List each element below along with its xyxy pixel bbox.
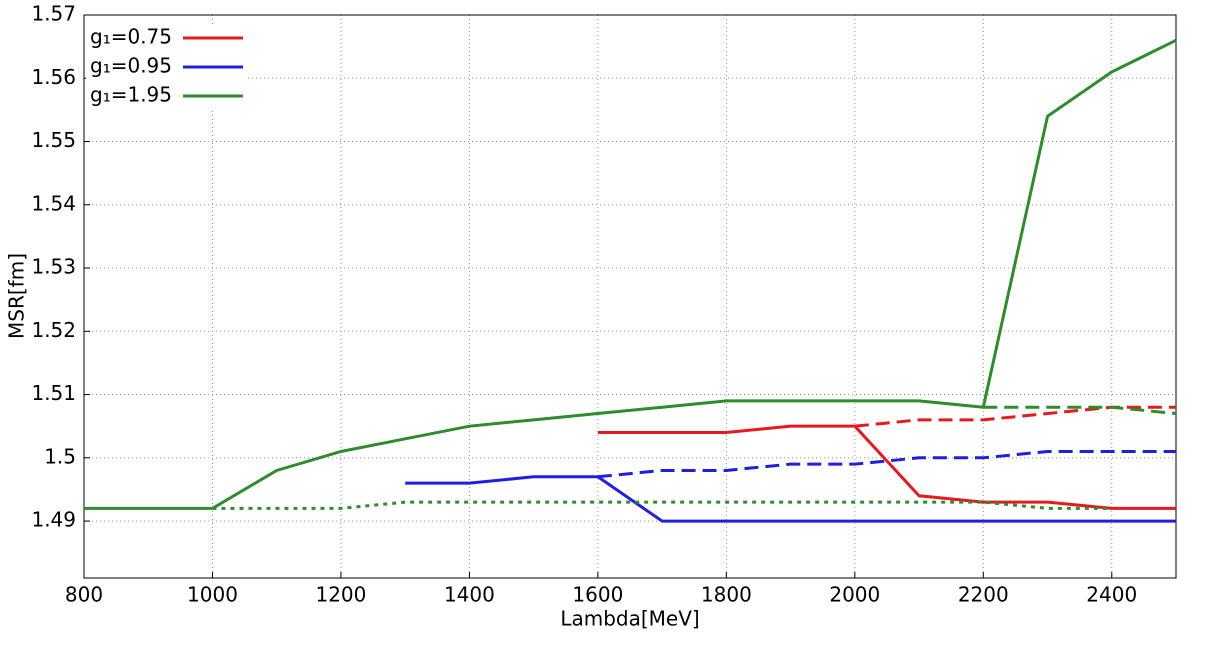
series-line: [212, 500, 1112, 510]
x-axis-label: Lambda[MeV]: [560, 607, 699, 631]
y-tick-label: 1.5: [44, 444, 76, 468]
x-tick-label: 2200: [958, 583, 1009, 607]
y-tick-label: 1.52: [31, 318, 76, 342]
series-line: [84, 38, 1177, 510]
x-tick-label: 1200: [315, 583, 366, 607]
x-tick-label: 1600: [572, 583, 623, 607]
y-tick-label: 1.49: [31, 508, 76, 532]
legend-label: g₁=0.95: [90, 54, 172, 78]
y-tick-label: 1.54: [31, 191, 76, 215]
x-tick-label: 2000: [829, 583, 880, 607]
plot-frame: [83, 14, 1177, 579]
series-line: [597, 449, 1176, 479]
series-line: [597, 424, 1176, 510]
series-line: [983, 405, 1177, 416]
series-line: [405, 475, 1176, 523]
y-tick-label: 1.51: [31, 381, 76, 405]
x-tick-label: 2400: [1086, 583, 1137, 607]
x-tick-label: 800: [65, 583, 103, 607]
series-line: [854, 405, 1176, 428]
legend-label: g₁=1.95: [90, 83, 172, 107]
y-tick-label: 1.56: [31, 65, 76, 89]
y-axis-label: MSR[fm]: [5, 253, 29, 339]
y-tick-label: 1.57: [31, 2, 76, 26]
y-tick-label: 1.53: [31, 255, 76, 279]
x-tick-label: 1400: [444, 583, 495, 607]
x-tick-label: 1000: [187, 583, 238, 607]
legend-label: g₁=0.75: [90, 25, 172, 49]
y-tick-label: 1.55: [31, 128, 76, 152]
x-tick-label: 1800: [701, 583, 752, 607]
